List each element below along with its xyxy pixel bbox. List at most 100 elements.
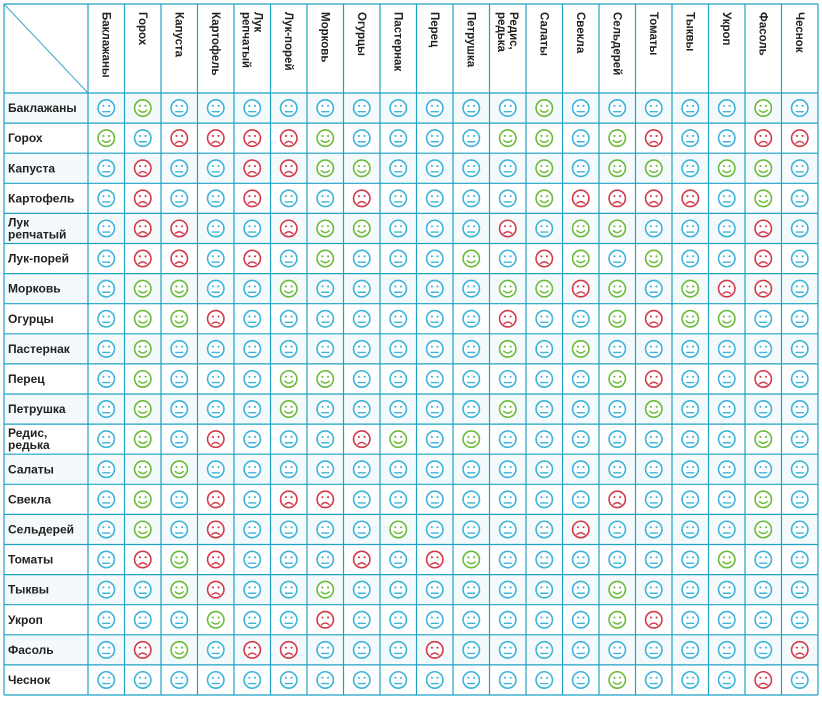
smiley-face xyxy=(681,670,700,689)
smiley-eye xyxy=(248,405,251,408)
smiley-eye xyxy=(138,646,141,649)
neutral-smiley-icon xyxy=(790,159,809,178)
smiley-eye xyxy=(540,225,543,228)
smiley-eye xyxy=(102,676,105,679)
smiley-mouth xyxy=(758,109,768,113)
smiley-eye xyxy=(400,285,403,288)
smiley-face xyxy=(97,339,116,358)
smiley-face xyxy=(535,580,554,599)
smiley-face xyxy=(644,309,663,328)
neutral-smiley-icon xyxy=(462,520,481,539)
neutral-smiley-icon xyxy=(170,339,189,358)
neutral-smiley-icon xyxy=(279,99,298,118)
smiley-eye xyxy=(801,526,804,529)
smiley-eye xyxy=(102,405,105,408)
smiley-face xyxy=(608,279,627,298)
smiley-eye xyxy=(284,195,287,198)
smiley-face xyxy=(644,339,663,358)
neutral-smiley-icon xyxy=(754,580,773,599)
smiley-eye xyxy=(613,466,616,469)
smiley-eye xyxy=(138,315,141,318)
smiley-eye xyxy=(576,526,579,529)
smiley-eye xyxy=(509,345,512,348)
smiley-eye xyxy=(795,556,798,559)
smiley-face xyxy=(97,159,116,178)
smiley-mouth xyxy=(247,170,257,174)
smiley-mouth xyxy=(539,139,549,143)
neutral-smiley-icon xyxy=(279,430,298,449)
smiley-face xyxy=(389,640,408,659)
neutral-smiley-icon xyxy=(571,670,590,689)
column-header: Лук-порей xyxy=(282,12,294,71)
smiley-eye xyxy=(138,556,141,559)
smiley-face xyxy=(462,159,481,178)
column-header: Картофель xyxy=(209,12,221,76)
smiley-eye xyxy=(430,285,433,288)
smiley-eye xyxy=(759,165,762,168)
smiley-face xyxy=(170,249,189,268)
neutral-smiley-icon xyxy=(170,369,189,388)
neutral-smiley-icon xyxy=(790,369,809,388)
smiley-eye xyxy=(540,255,543,258)
smiley-eye xyxy=(467,676,470,679)
smiley-face xyxy=(316,550,335,569)
smiley-face xyxy=(316,189,335,208)
neutral-smiley-icon xyxy=(754,460,773,479)
smiley-face xyxy=(681,249,700,268)
smiley-face xyxy=(717,279,736,298)
smiley-eye xyxy=(211,556,214,559)
neutral-smiley-icon xyxy=(790,99,809,118)
smiley-eye xyxy=(795,165,798,168)
smiley-face xyxy=(681,369,700,388)
smiley-eye xyxy=(467,646,470,649)
smiley-mouth xyxy=(539,290,549,294)
smiley-eye xyxy=(613,165,616,168)
smiley-eye xyxy=(795,315,798,318)
neutral-smiley-icon xyxy=(389,129,408,148)
smiley-eye xyxy=(473,676,476,679)
smiley-eye xyxy=(430,496,433,499)
smiley-eye xyxy=(327,496,330,499)
smiley-mouth xyxy=(320,501,330,506)
smiley-eye xyxy=(692,646,695,649)
smiley-eye xyxy=(795,134,798,137)
neutral-smiley-icon xyxy=(571,490,590,509)
smiley-eye xyxy=(327,556,330,559)
smiley-face xyxy=(170,670,189,689)
smiley-eye xyxy=(394,134,397,137)
good-smiley-icon xyxy=(608,369,627,388)
smiley-eye xyxy=(613,586,616,589)
smiley-eye xyxy=(144,315,147,318)
smiley-eye xyxy=(211,676,214,679)
smiley-face xyxy=(681,640,700,659)
good-smiley-icon xyxy=(644,159,663,178)
smiley-eye xyxy=(400,315,403,318)
smiley-eye xyxy=(473,526,476,529)
smiley-eye xyxy=(284,586,287,589)
smiley-eye xyxy=(430,375,433,378)
smiley-eye xyxy=(467,375,470,378)
smiley-eye xyxy=(400,586,403,589)
smiley-face xyxy=(644,159,663,178)
smiley-face xyxy=(790,640,809,659)
smiley-eye xyxy=(108,405,111,408)
smiley-face xyxy=(279,400,298,419)
smiley-eye xyxy=(759,556,762,559)
smiley-eye xyxy=(181,225,184,228)
smiley-eye xyxy=(759,435,762,438)
smiley-face xyxy=(97,490,116,509)
smiley-eye xyxy=(613,315,616,318)
smiley-eye xyxy=(436,435,439,438)
smiley-eye xyxy=(801,345,804,348)
smiley-eye xyxy=(801,466,804,469)
smiley-eye xyxy=(619,195,622,198)
smiley-face xyxy=(133,400,152,419)
smiley-face xyxy=(681,580,700,599)
smiley-eye xyxy=(801,375,804,378)
neutral-smiley-icon xyxy=(571,309,590,328)
smiley-eye xyxy=(211,526,214,529)
smiley-face xyxy=(97,670,116,689)
smiley-eye xyxy=(576,195,579,198)
smiley-eye xyxy=(436,285,439,288)
